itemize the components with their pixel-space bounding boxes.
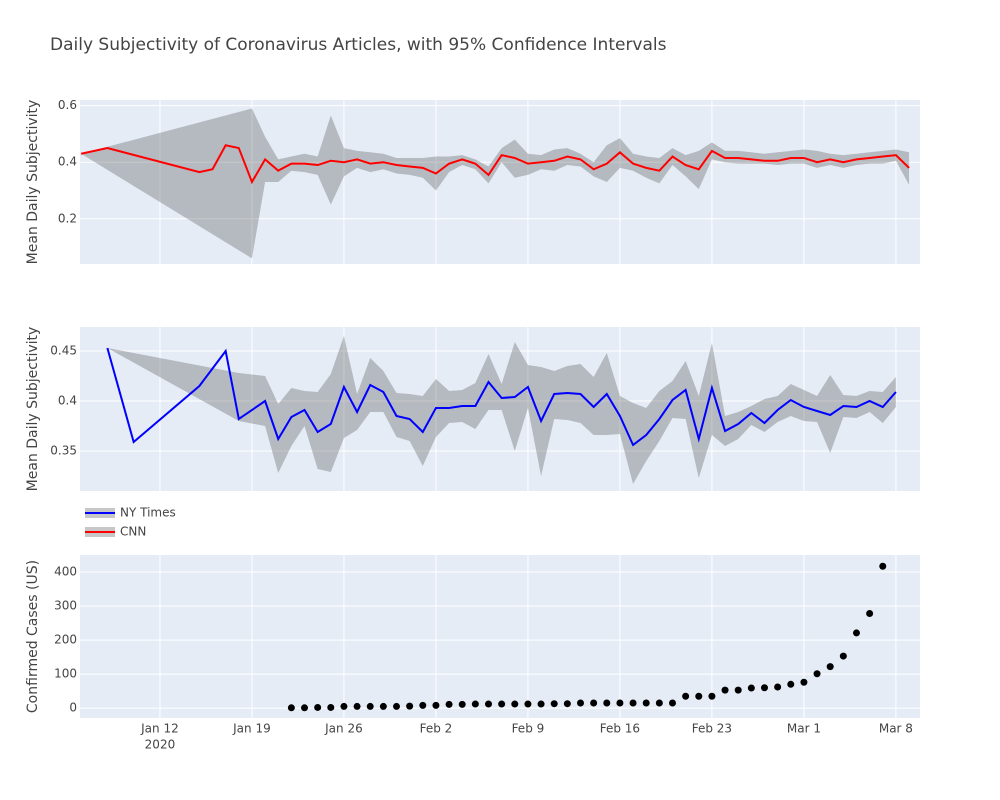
point (432, 701, 440, 709)
point (839, 652, 847, 660)
point (682, 692, 690, 700)
point (550, 700, 558, 708)
point (616, 699, 624, 707)
point (734, 686, 742, 694)
y-tick-label: 0.4 (58, 155, 77, 169)
point (774, 683, 782, 691)
point (642, 699, 650, 707)
point (668, 699, 676, 707)
point (524, 700, 532, 708)
point (852, 629, 860, 637)
y-tick-label: 300 (54, 599, 77, 613)
confidence-band (81, 108, 910, 259)
point (590, 699, 598, 707)
point (458, 700, 466, 708)
y-tick-label: 0.2 (58, 211, 77, 225)
point (353, 702, 361, 710)
point (537, 700, 545, 708)
x-tick-label: Feb 16 (600, 722, 640, 736)
y-tick-label: 0 (69, 701, 77, 715)
x-tick-label: Mar 8 (879, 722, 913, 736)
point (393, 702, 401, 710)
point (301, 704, 309, 712)
y-tick-label: 0.35 (50, 444, 77, 458)
x-tick-label: Feb 9 (512, 722, 545, 736)
confidence-band (107, 336, 896, 484)
point (366, 702, 374, 710)
x-tick-label: Feb 23 (692, 722, 732, 736)
point (760, 684, 768, 692)
point (866, 610, 874, 618)
point (787, 680, 795, 688)
y-axis-title: Mean Daily Subjectivity (25, 100, 41, 265)
point (498, 700, 506, 708)
point (340, 702, 348, 710)
x-tick-label: Jan 26 (324, 722, 363, 736)
point (563, 700, 571, 708)
y-tick-label: 0.45 (50, 344, 77, 358)
point (327, 703, 335, 711)
point (721, 686, 729, 694)
point (445, 700, 453, 708)
point (629, 699, 637, 707)
x-tick-label: Jan 12 (140, 722, 179, 736)
point (603, 699, 611, 707)
point (655, 699, 663, 707)
point (826, 663, 834, 671)
x-tick-label: Jan 19 (232, 722, 271, 736)
point (695, 692, 703, 700)
legend-label: NY Times (120, 506, 176, 520)
x-tick-year: 2020 (145, 738, 176, 752)
y-tick-label: 200 (54, 633, 77, 647)
point (287, 704, 295, 712)
point (419, 701, 427, 709)
point (511, 700, 519, 708)
point (708, 692, 716, 700)
point (879, 562, 887, 570)
series-line (80, 144, 910, 185)
point (314, 703, 322, 711)
y-axis-title: Confirmed Cases (US) (25, 560, 41, 713)
y-tick-label: 0.4 (58, 394, 77, 408)
point (813, 670, 821, 678)
y-axis-title: Mean Daily Subjectivity (25, 327, 41, 492)
y-tick-label: 100 (54, 667, 77, 681)
chart-title: Daily Subjectivity of Coronavirus Articl… (50, 35, 667, 55)
point (485, 700, 493, 708)
point (379, 702, 387, 710)
series-line (106, 347, 897, 447)
x-tick-label: Feb 2 (420, 722, 453, 736)
plot-area (80, 100, 920, 264)
point (406, 702, 414, 710)
point (471, 700, 479, 708)
y-tick-label: 0.6 (58, 98, 77, 112)
y-tick-label: 400 (54, 565, 77, 579)
point (747, 684, 755, 692)
point (800, 678, 808, 686)
x-tick-label: Mar 1 (787, 722, 821, 736)
legend-label: CNN (120, 525, 146, 539)
plot-area (80, 555, 920, 718)
point (576, 699, 584, 707)
